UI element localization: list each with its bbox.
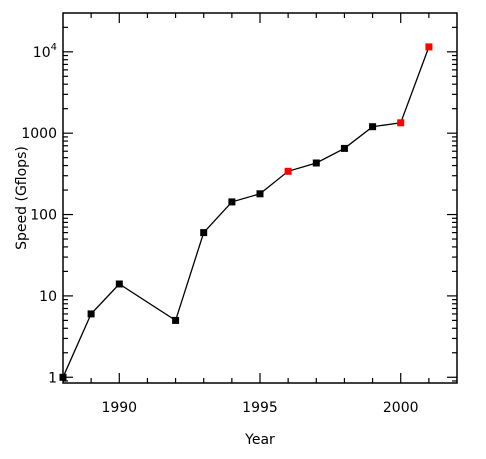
data-point-1989: [87, 310, 95, 318]
data-point-1990: [115, 280, 123, 288]
plot-frame: [62, 12, 458, 384]
y-tick-label: 1: [48, 370, 57, 386]
y-tick-label: 104: [33, 42, 57, 61]
data-point-1993: [200, 229, 208, 237]
y-tick-label: 10: [39, 289, 57, 305]
y-tick-label: 1000: [21, 126, 57, 142]
tick-labels: 1990 1995 2000 1 10 100 1000 104: [21, 42, 418, 416]
data-point-2000: [397, 119, 405, 127]
data-point-1994: [228, 198, 236, 206]
data-markers: [59, 43, 433, 381]
data-point-1999: [369, 123, 377, 131]
x-tick-label: 1990: [101, 400, 137, 416]
data-point-1996: [284, 167, 292, 175]
x-axis-label: Year: [244, 432, 275, 448]
data-point-1997: [312, 159, 320, 167]
data-point-1988: [59, 373, 67, 381]
data-point-1998: [340, 144, 348, 152]
data-point-1995: [256, 190, 264, 198]
data-point-1992: [172, 316, 180, 324]
data-point-2001: [425, 43, 433, 51]
y-tick-label: 100: [30, 208, 57, 224]
x-tick-label: 2000: [383, 400, 419, 416]
series-line: [62, 46, 430, 378]
x-tick-label: 1995: [242, 400, 278, 416]
y-axis-label: Speed (Gflops): [14, 146, 30, 250]
tick-marks: [63, 13, 457, 383]
